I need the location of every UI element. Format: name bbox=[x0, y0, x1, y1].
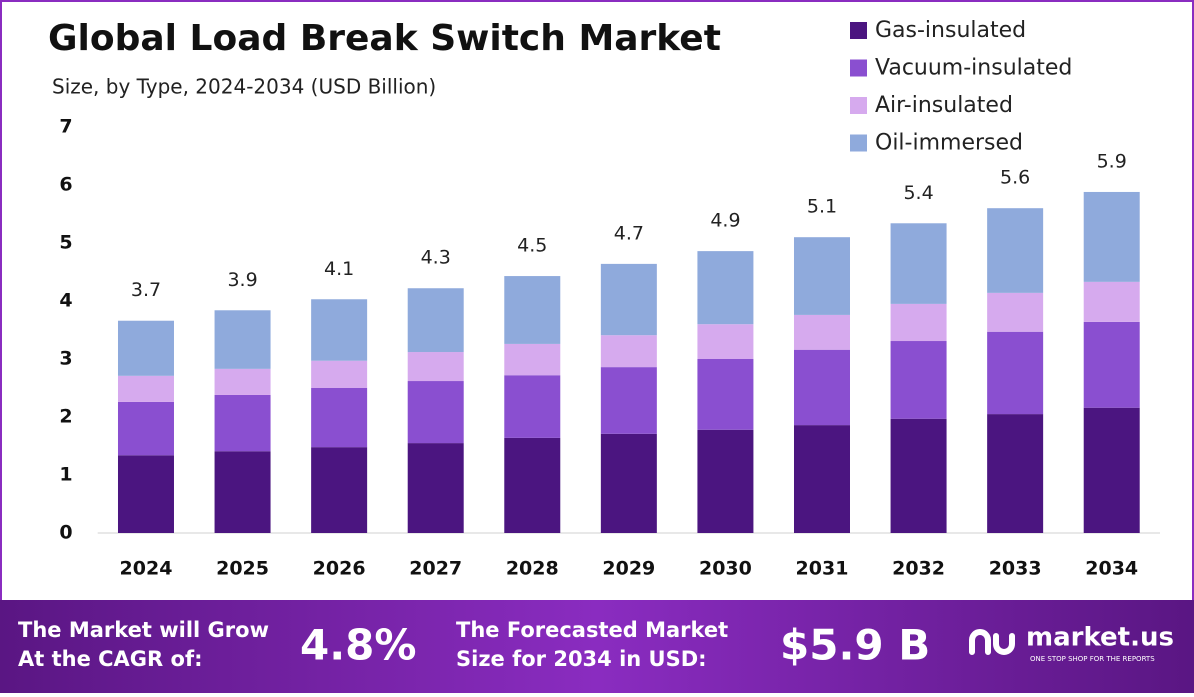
chart-subtitle: Size, by Type, 2024-2034 (USD Billion) bbox=[52, 75, 436, 99]
y-tick-label: 1 bbox=[59, 464, 72, 486]
x-tick-label: 2024 bbox=[120, 558, 173, 580]
cagr-value: 4.8% bbox=[300, 621, 416, 670]
x-tick-label: 2028 bbox=[506, 558, 559, 580]
total-label: 3.7 bbox=[131, 279, 161, 301]
forecast-value: $5.9 B bbox=[780, 621, 930, 670]
bar-segment bbox=[697, 251, 754, 325]
bar-segment bbox=[987, 292, 1044, 332]
bar-segment bbox=[697, 429, 754, 533]
legend-label: Gas-insulated bbox=[875, 18, 1026, 43]
brand-logo bbox=[969, 629, 1015, 655]
total-label: 5.4 bbox=[903, 182, 933, 204]
plot: 0 1 2 3 4 5 6 7 2024 3.7 2025 3.9 2026 4.1 2027 4.3 2028… bbox=[59, 18, 1160, 580]
bar-segment bbox=[214, 368, 271, 395]
bar-segment bbox=[504, 437, 561, 533]
legend-label: Air-insulated bbox=[875, 93, 1013, 118]
x-tick-label: 2027 bbox=[409, 558, 462, 580]
bar-segment bbox=[793, 314, 850, 350]
x-tick-label: 2031 bbox=[796, 558, 849, 580]
bar-segment bbox=[987, 331, 1044, 415]
legend-swatch bbox=[850, 134, 867, 152]
brand-tagline: ONE STOP SHOP FOR THE REPORTS bbox=[1030, 655, 1155, 663]
bar-segment bbox=[214, 394, 271, 452]
legend-swatch bbox=[850, 22, 867, 39]
bar-segment bbox=[987, 414, 1044, 533]
legend-label: Oil-immersed bbox=[875, 131, 1023, 156]
bar-segment bbox=[600, 367, 657, 434]
x-tick-label: 2026 bbox=[313, 558, 366, 580]
bar-segment bbox=[1083, 191, 1140, 282]
bar-segment bbox=[407, 288, 464, 353]
bar-segment bbox=[890, 303, 947, 342]
forecast-text: The Forecasted Market bbox=[456, 618, 728, 642]
legend-swatch bbox=[850, 97, 867, 114]
bar-segment bbox=[407, 381, 464, 444]
cagr-text: The Market will Grow bbox=[18, 618, 269, 642]
x-tick-label: 2029 bbox=[602, 558, 655, 580]
bar-segment bbox=[890, 341, 947, 419]
bar-segment bbox=[504, 343, 561, 376]
legend-swatch bbox=[850, 59, 867, 77]
bar-segment bbox=[311, 299, 368, 361]
bar-segment bbox=[311, 447, 368, 533]
y-tick-label: 0 bbox=[59, 522, 72, 544]
total-label: 3.9 bbox=[227, 269, 257, 291]
y-tick-label: 6 bbox=[59, 174, 72, 196]
bar-segment bbox=[987, 208, 1044, 293]
total-label: 5.6 bbox=[1000, 167, 1030, 189]
bar-segment bbox=[1083, 321, 1140, 408]
total-label: 4.9 bbox=[710, 210, 740, 232]
y-tick-label: 7 bbox=[59, 116, 72, 138]
bar-segment bbox=[793, 425, 850, 533]
bar-segment bbox=[117, 401, 174, 456]
x-tick-label: 2034 bbox=[1085, 558, 1138, 580]
y-tick-label: 4 bbox=[59, 290, 72, 312]
total-label: 4.5 bbox=[517, 235, 547, 257]
bar-segment bbox=[407, 352, 464, 382]
bar-segment bbox=[504, 375, 561, 438]
bar-segment bbox=[117, 320, 174, 376]
total-label: 4.1 bbox=[324, 258, 354, 280]
bar-segment bbox=[793, 349, 850, 426]
x-tick-label: 2025 bbox=[216, 558, 269, 580]
bar-segment bbox=[1083, 407, 1140, 533]
y-tick-label: 3 bbox=[59, 348, 72, 370]
total-label: 4.3 bbox=[421, 247, 451, 269]
total-label: 4.7 bbox=[614, 222, 644, 244]
bar-segment bbox=[1083, 281, 1140, 322]
y-tick-label: 5 bbox=[59, 232, 72, 254]
x-tick-label: 2033 bbox=[989, 558, 1042, 580]
bar-segment bbox=[311, 388, 368, 448]
x-tick-label: 2032 bbox=[892, 558, 945, 580]
brand: market.us bbox=[1026, 623, 1174, 653]
bar-segment bbox=[890, 418, 947, 533]
bar-segment bbox=[214, 451, 271, 533]
bar-segment bbox=[117, 455, 174, 533]
bar-segment bbox=[890, 223, 947, 304]
forecast-text: Size for 2034 in USD: bbox=[456, 647, 707, 671]
bar-segment bbox=[793, 237, 850, 315]
bar-segment bbox=[600, 433, 657, 533]
bar-segment bbox=[697, 324, 754, 359]
bar-segment bbox=[600, 263, 657, 336]
bar-segment bbox=[504, 276, 561, 344]
bar-segment bbox=[697, 359, 754, 430]
legend-label: Vacuum-insulated bbox=[875, 56, 1072, 81]
chart-title: Global Load Break Switch Market bbox=[48, 18, 721, 59]
total-label: 5.1 bbox=[807, 196, 837, 218]
bar-segment bbox=[214, 310, 271, 369]
y-tick-label: 2 bbox=[59, 406, 72, 428]
bar-segment bbox=[407, 443, 464, 533]
bar-segment bbox=[600, 335, 657, 368]
x-tick-label: 2030 bbox=[699, 558, 752, 580]
total-label: 5.9 bbox=[1097, 150, 1127, 172]
cagr-text: At the CAGR of: bbox=[18, 647, 203, 671]
bar-segment bbox=[117, 375, 174, 402]
bar-segment bbox=[311, 360, 368, 388]
